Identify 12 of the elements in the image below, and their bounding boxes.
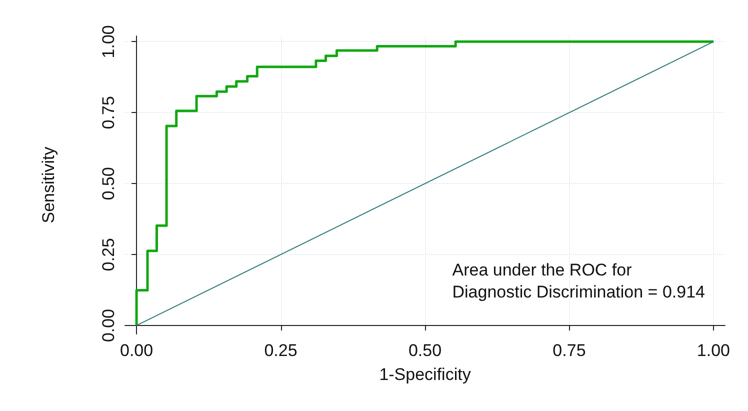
y-tick-label: 0.25 — [99, 238, 118, 272]
x-tick-label: 0.25 — [264, 341, 298, 360]
y-tick-label: 0.50 — [99, 167, 118, 200]
y-axis-title: Sensitivity — [39, 146, 58, 224]
x-tick-label: 0.00 — [120, 341, 154, 360]
x-tick-label: 0.75 — [552, 341, 586, 360]
y-tick-label: 1.00 — [99, 25, 118, 58]
annotation: Area under the ROC for Diagnostic Discrimination = 0.914 — [452, 260, 706, 302]
x-axis-title: 1-Specificity — [379, 365, 472, 384]
x-tick-label: 1.00 — [696, 341, 730, 360]
x-tick-label: 0.50 — [408, 341, 442, 360]
y-tick-label: 0.75 — [99, 96, 118, 130]
